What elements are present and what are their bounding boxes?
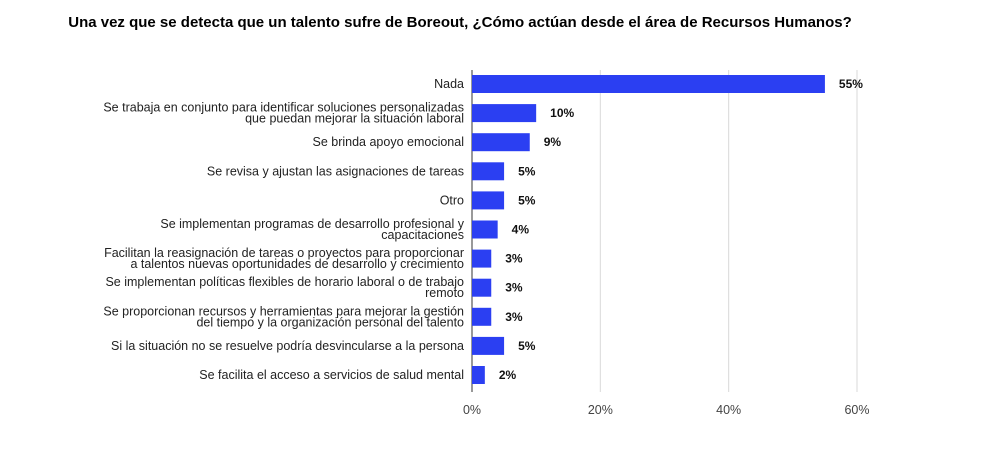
bar (472, 307, 492, 326)
data-label: 3% (505, 252, 523, 266)
data-label: 55% (839, 77, 863, 91)
category-label: Si la situación no se resuelve podría de… (111, 339, 464, 353)
x-tick-label: 40% (716, 403, 741, 417)
category-label: Se implementan políticas flexibles de ho… (105, 275, 464, 289)
bar (472, 162, 505, 181)
bar (472, 104, 537, 123)
category-label: Se facilita el acceso a servicios de sal… (199, 368, 464, 382)
bar (472, 75, 825, 93)
category-label: Se proporcionan recursos y herramientas … (103, 304, 464, 318)
data-label: 5% (518, 164, 536, 178)
category-label: Se brinda apoyo emocional (313, 135, 465, 149)
bar (472, 366, 485, 384)
data-label: 2% (499, 368, 517, 382)
category-label: Se implementan programas de desarrollo p… (160, 217, 464, 231)
x-tick-label: 20% (588, 403, 613, 417)
category-label: Facilitan la reasignación de tareas o pr… (104, 246, 464, 260)
bar (472, 133, 530, 152)
bar (472, 191, 505, 210)
data-label: 5% (518, 193, 536, 207)
x-tick-label: 0% (463, 403, 481, 417)
bar (472, 220, 498, 239)
category-label: Se trabaja en conjunto para identificar … (103, 101, 464, 115)
data-label: 5% (518, 339, 536, 353)
data-label: 3% (505, 281, 523, 295)
category-label: que puedan mejorar la situación laboral (245, 112, 464, 126)
data-label: 9% (544, 135, 562, 149)
category-label: remoto (425, 286, 464, 300)
data-label: 3% (505, 310, 523, 324)
data-label: 4% (512, 223, 530, 237)
category-label: del tiempo y la organización personal de… (196, 315, 464, 329)
category-label: Se revisa y ajustan las asignaciones de … (207, 164, 464, 178)
x-tick-label: 60% (844, 403, 869, 417)
bar (472, 249, 492, 268)
chart-title: Una vez que se detecta que un talento su… (68, 14, 852, 31)
category-label: Otro (440, 193, 464, 207)
category-label: Nada (434, 77, 464, 91)
data-label: 10% (550, 106, 574, 120)
category-label: a talentos nuevas oportunidades de desar… (130, 257, 464, 271)
bar (472, 336, 505, 355)
bar (472, 278, 492, 297)
category-label: capacitaciones (381, 228, 464, 242)
